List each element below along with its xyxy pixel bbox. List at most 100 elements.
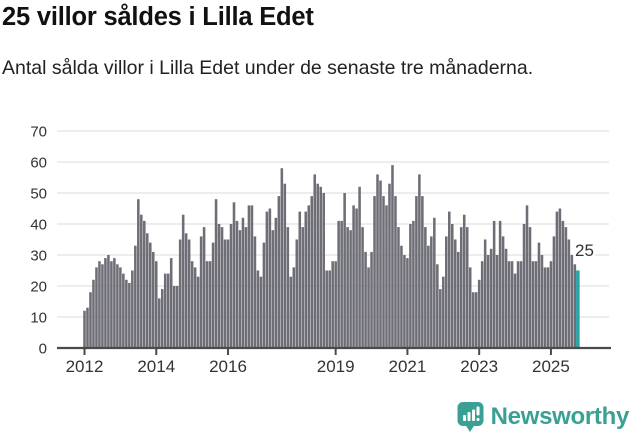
bar (337, 220, 340, 348)
bar (537, 242, 541, 348)
bar (86, 307, 89, 348)
bar (489, 248, 493, 348)
bar (567, 239, 571, 348)
bar (244, 227, 248, 348)
x-tick-label: 2025 (532, 357, 570, 376)
x-tick-label: 2023 (460, 357, 498, 376)
bar (163, 273, 167, 348)
bar (573, 264, 577, 348)
bar (157, 298, 161, 348)
bar (116, 264, 119, 348)
bar (238, 230, 242, 348)
bar (430, 236, 433, 348)
bar (83, 310, 86, 348)
bar (462, 214, 466, 348)
bar (471, 292, 475, 348)
bar (546, 267, 550, 348)
bar (172, 286, 176, 348)
bar (439, 289, 442, 348)
sales-bar-chart-svg: 0 10 20 30 40 50 60 70 2012 2014 2016 2019 2021 2023 2… (30, 124, 611, 376)
bar (316, 183, 319, 348)
bar (125, 279, 128, 348)
bar (486, 255, 490, 348)
bar (531, 261, 535, 348)
bar (394, 196, 397, 348)
bar (92, 279, 95, 348)
bar (143, 220, 146, 348)
x-tick-label: 2021 (389, 357, 427, 376)
newsworthy-logo[interactable]: Newsworthy (457, 401, 629, 433)
bar (373, 196, 376, 348)
bar (274, 217, 278, 348)
bar (340, 220, 343, 348)
y-tick-label: 60 (30, 155, 47, 172)
bar (525, 205, 529, 348)
bar (250, 205, 254, 348)
bar (453, 239, 457, 348)
bar (522, 224, 526, 348)
bar (298, 211, 302, 348)
bar (208, 261, 212, 348)
bar (409, 224, 412, 348)
bar (424, 227, 427, 348)
bar (436, 264, 439, 348)
bar (178, 239, 182, 348)
bar (558, 208, 562, 348)
bar (241, 217, 245, 348)
bar (456, 251, 460, 348)
bar (304, 211, 308, 348)
bar (325, 270, 328, 348)
bar (570, 255, 574, 348)
bar (122, 273, 125, 348)
bar (519, 261, 523, 348)
bar (480, 261, 484, 348)
bar (187, 239, 191, 348)
bar (223, 239, 227, 348)
y-tick-label: 30 (30, 248, 47, 265)
bar (313, 174, 317, 348)
bar (334, 261, 337, 348)
bar (507, 261, 511, 348)
bar (310, 196, 314, 348)
bar (346, 227, 349, 348)
bar (370, 251, 373, 348)
bar (552, 236, 556, 348)
bar (271, 230, 275, 348)
bar (101, 264, 104, 348)
y-tick-label: 20 (30, 279, 47, 296)
chart-subtitle: Antal sålda villor i Lilla Edet under de… (2, 57, 534, 79)
bar (253, 236, 257, 348)
bar (220, 227, 224, 348)
bar (516, 261, 520, 348)
bar (450, 224, 454, 348)
bar (555, 211, 559, 348)
bar (166, 273, 170, 348)
bar (474, 292, 478, 348)
bar (256, 270, 260, 348)
bar (388, 183, 391, 348)
bar (358, 186, 361, 348)
newsworthy-logo-text: Newsworthy (490, 403, 630, 430)
bar (543, 267, 547, 348)
bar (134, 245, 137, 348)
bar (286, 227, 290, 348)
bar (277, 196, 281, 348)
bar (301, 227, 305, 348)
bar (146, 233, 149, 348)
bar (391, 165, 394, 348)
bar (459, 227, 463, 348)
bar (199, 236, 203, 348)
highlight-bar (576, 270, 580, 348)
bar (349, 230, 352, 348)
bar (433, 217, 436, 348)
bar (211, 242, 215, 348)
bar (406, 258, 409, 348)
y-tick-label: 10 (30, 310, 47, 327)
bar (492, 220, 496, 348)
bar (561, 220, 565, 348)
bar (265, 211, 269, 348)
bar (307, 205, 311, 348)
bar (442, 276, 445, 348)
y-tick-label: 50 (30, 186, 47, 203)
bar (465, 227, 469, 348)
